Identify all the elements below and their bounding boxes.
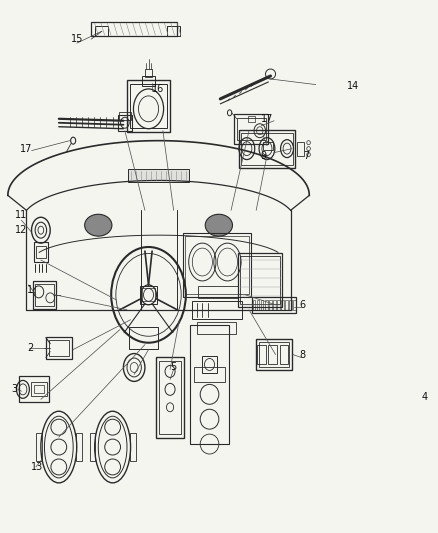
Bar [237, 118, 265, 140]
Bar [289, 300, 292, 310]
Text: 5: 5 [170, 362, 177, 373]
Bar [33, 281, 56, 309]
Bar [183, 233, 251, 297]
Text: 4: 4 [422, 392, 428, 402]
Bar [76, 433, 82, 461]
Bar [257, 300, 259, 310]
Bar [185, 236, 249, 294]
Bar [91, 22, 177, 36]
Bar [259, 342, 289, 367]
Text: 8: 8 [300, 350, 306, 360]
Bar [145, 69, 152, 77]
Bar [191, 301, 242, 319]
Bar [201, 356, 217, 374]
Bar [268, 345, 277, 365]
Bar [142, 288, 155, 301]
Bar [247, 116, 255, 122]
Ellipse shape [85, 214, 112, 236]
Bar [159, 360, 181, 434]
Bar [34, 385, 44, 393]
Text: 13: 13 [31, 462, 43, 472]
Text: 3: 3 [11, 384, 18, 394]
Bar [140, 286, 157, 304]
Bar [281, 300, 283, 310]
Bar [119, 112, 131, 120]
Text: 17: 17 [261, 114, 273, 124]
Bar [130, 433, 136, 461]
Bar [36, 246, 46, 258]
Bar [129, 327, 158, 349]
Ellipse shape [205, 214, 233, 236]
Bar [234, 114, 268, 144]
Bar [190, 325, 229, 444]
Bar [253, 300, 255, 310]
Bar [263, 142, 273, 150]
Bar [239, 130, 295, 167]
Text: 14: 14 [347, 81, 359, 91]
Bar [293, 300, 296, 310]
Bar [142, 76, 155, 86]
Bar [277, 300, 279, 310]
Text: 1: 1 [27, 285, 33, 295]
Bar [167, 26, 180, 36]
Bar [256, 338, 292, 370]
Bar [257, 345, 265, 365]
Text: 15: 15 [71, 34, 83, 44]
Bar [280, 345, 289, 365]
Text: 2: 2 [27, 343, 33, 352]
Bar [268, 300, 272, 310]
Text: 11: 11 [15, 210, 28, 220]
Bar [46, 337, 72, 359]
Bar [90, 433, 95, 461]
Bar [156, 357, 184, 438]
Bar [128, 169, 189, 182]
Bar [34, 242, 48, 262]
Bar [49, 340, 69, 356]
Bar [198, 286, 238, 298]
Bar [36, 433, 42, 461]
Bar [194, 367, 225, 382]
Text: 7: 7 [303, 151, 310, 160]
Bar [273, 300, 276, 310]
Bar [95, 26, 108, 36]
Bar [237, 253, 282, 308]
Bar [240, 256, 279, 304]
Bar [241, 133, 293, 165]
Bar [252, 297, 297, 313]
Bar [35, 284, 54, 306]
Text: 6: 6 [300, 300, 306, 310]
Bar [130, 84, 167, 128]
Bar [197, 322, 237, 334]
Bar [285, 300, 288, 310]
Bar [118, 115, 132, 131]
Bar [18, 376, 49, 402]
Bar [31, 382, 46, 397]
Text: 16: 16 [152, 84, 164, 94]
Text: 12: 12 [15, 225, 28, 235]
Bar [297, 142, 304, 156]
Bar [127, 80, 170, 132]
Bar [261, 300, 264, 310]
Text: 17: 17 [20, 143, 33, 154]
Text: 9: 9 [260, 151, 266, 160]
Bar [265, 300, 268, 310]
